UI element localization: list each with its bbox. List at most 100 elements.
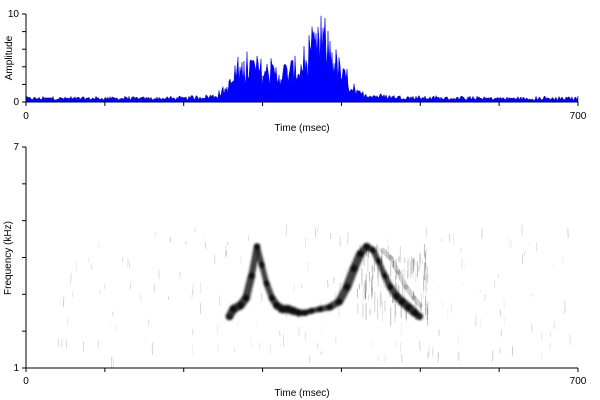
faint-trace-segment xyxy=(379,247,393,260)
noise-speck xyxy=(251,290,253,300)
noise-speck xyxy=(503,297,505,309)
main-trace-point xyxy=(335,298,343,305)
noise-speck xyxy=(458,351,460,362)
noise-speck xyxy=(70,273,72,285)
noise-speck xyxy=(191,290,193,298)
noise-speck xyxy=(569,334,571,345)
main-trace-point xyxy=(284,305,292,313)
noise-speck xyxy=(97,242,100,248)
noise-speck xyxy=(62,296,65,308)
faint-trace-segment xyxy=(387,255,401,275)
noise-speck xyxy=(317,226,319,233)
noise-speck xyxy=(328,282,330,288)
noise-speck xyxy=(540,352,543,360)
noise-speck xyxy=(427,351,429,359)
noise-speck xyxy=(90,264,93,270)
noise-speck xyxy=(279,331,281,336)
noise-speck xyxy=(524,250,526,257)
noise-speck xyxy=(112,311,114,317)
noise-speck xyxy=(511,345,514,357)
noise-speck xyxy=(425,248,427,260)
spectrogram-y-tick-label-top: 7 xyxy=(13,142,19,153)
noise-speck xyxy=(200,282,202,295)
noise-speck xyxy=(457,336,460,345)
amplitude-y-tick-label-bottom: 0 xyxy=(13,97,19,108)
noise-speck xyxy=(225,250,227,258)
main-trace-point xyxy=(350,265,358,272)
noise-speck xyxy=(401,268,403,273)
spectrogram-y-ticks xyxy=(22,146,26,369)
main-trace-point xyxy=(253,243,261,250)
noise-speck xyxy=(475,314,477,327)
noise-speck xyxy=(112,356,115,368)
noise-speck xyxy=(304,237,307,248)
spectrogram-panel: 7 1 0 700 Time (msec) Frequency (kHz) xyxy=(3,142,587,399)
spectrogram-background-noise xyxy=(58,224,571,368)
main-trace-point xyxy=(326,304,333,311)
main-trace-point xyxy=(405,304,412,311)
main-trace-point xyxy=(343,283,351,291)
noise-speck xyxy=(419,340,421,352)
main-trace-point xyxy=(316,305,324,313)
noise-speck xyxy=(140,293,142,303)
spectrogram-x-tick-label-start: 0 xyxy=(23,376,29,387)
main-trace-point xyxy=(237,302,244,309)
amplitude-x-tick-label-end: 700 xyxy=(570,111,587,122)
main-trace-point xyxy=(263,280,270,287)
noise-speck xyxy=(128,261,130,269)
main-trace-point xyxy=(369,246,377,254)
noise-speck xyxy=(240,255,242,264)
noise-speck xyxy=(384,354,386,364)
main-trace-point xyxy=(230,305,237,313)
noise-speck xyxy=(460,247,462,253)
noise-speck xyxy=(99,288,102,295)
main-trace-point xyxy=(301,309,309,316)
main-trace-point xyxy=(398,298,406,305)
main-trace-point xyxy=(411,309,418,316)
noise-speck xyxy=(561,259,564,263)
amplitude-y-tick-label-top: 10 xyxy=(8,9,20,20)
noise-speck xyxy=(179,271,181,278)
main-trace-point xyxy=(393,292,400,300)
main-trace-point xyxy=(258,261,265,269)
noise-speck xyxy=(497,274,499,279)
spectrogram-x-ticks xyxy=(25,368,579,372)
spectrogram-x-tick-label-end: 700 xyxy=(570,376,587,387)
noise-speck xyxy=(237,315,239,328)
noise-speck xyxy=(216,324,219,335)
noise-speck xyxy=(129,281,132,290)
amplitude-waveform xyxy=(25,15,579,103)
faint-trace-segment xyxy=(395,269,409,290)
noise-speck xyxy=(339,281,341,293)
main-trace-point xyxy=(273,302,280,309)
spectrogram-main-trace xyxy=(225,242,424,321)
main-trace-point xyxy=(381,272,388,280)
spectrogram-y-tick-label-bottom: 1 xyxy=(13,363,19,374)
faint-trace-segment xyxy=(403,284,417,301)
noise-speck xyxy=(97,340,99,348)
noise-speck xyxy=(59,299,61,306)
noise-speck xyxy=(75,260,78,271)
noise-speck xyxy=(395,340,397,347)
noise-speck xyxy=(553,321,556,329)
main-trace-point xyxy=(363,243,370,250)
noise-speck xyxy=(250,338,252,348)
noise-speck xyxy=(192,328,194,336)
noise-speck xyxy=(563,309,565,315)
noise-speck xyxy=(154,231,157,237)
amplitude-y-ticks xyxy=(22,13,26,103)
noise-speck xyxy=(438,285,441,290)
main-trace-point xyxy=(242,294,250,302)
noise-speck xyxy=(87,257,90,262)
main-trace-point xyxy=(416,313,423,320)
amplitude-x-tick-label-start: 0 xyxy=(23,111,29,122)
noise-speck xyxy=(457,351,459,362)
main-trace-point xyxy=(308,307,315,315)
noise-speck xyxy=(448,233,451,242)
main-trace-point xyxy=(357,250,364,258)
spectrogram-faint-harmonic xyxy=(379,247,423,308)
noise-speck xyxy=(564,301,566,311)
spectrogram-y-axis-title: Frequency (kHz) xyxy=(3,221,14,295)
amplitude-panel: 10 0 0 700 Time (msec) Amplitude xyxy=(4,9,587,134)
noise-speck xyxy=(464,262,466,269)
